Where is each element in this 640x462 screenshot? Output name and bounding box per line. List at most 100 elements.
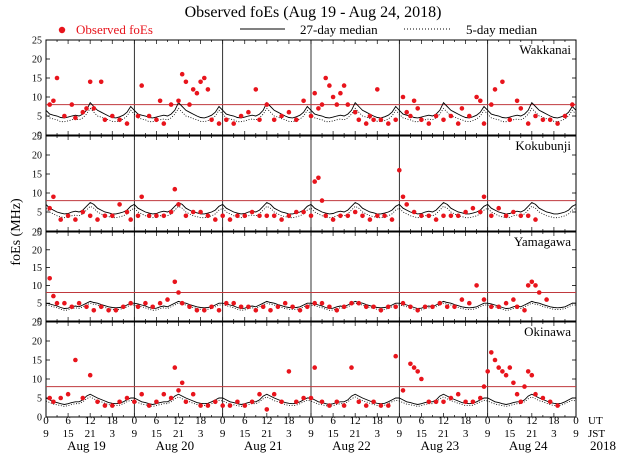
observed-point	[190, 87, 196, 92]
observed-point	[117, 117, 122, 123]
observed-point	[76, 300, 82, 306]
y-tick-label: 0	[37, 227, 42, 238]
observed-point	[290, 304, 295, 310]
observed-point	[334, 102, 340, 107]
observed-point	[227, 403, 233, 408]
observed-point	[481, 297, 487, 302]
observed-point	[441, 213, 446, 219]
station-label: Yamagawa	[514, 234, 571, 249]
observed-point	[474, 283, 479, 288]
observed-point	[51, 293, 56, 299]
observed-point	[444, 304, 450, 310]
day-label: Aug 22	[332, 438, 371, 453]
observed-point	[51, 98, 56, 104]
observed-point	[511, 209, 516, 215]
observed-point	[316, 175, 321, 181]
y-axis-label: foEs (MHz)	[9, 198, 24, 266]
observed-point	[246, 109, 251, 115]
observed-point	[367, 113, 373, 119]
observed-point	[352, 109, 358, 115]
ut-tick-label: 12	[438, 415, 449, 427]
ut-tick-label: 0	[308, 415, 314, 427]
observed-point	[110, 213, 115, 219]
station-label: Kokubunji	[515, 138, 571, 153]
observed-point	[415, 369, 421, 374]
observed-point	[533, 113, 538, 119]
observed-point	[356, 300, 362, 306]
ut-tick-label: 6	[154, 415, 160, 427]
ut-tick-label: 18	[195, 415, 207, 427]
day-label: Aug 20	[155, 438, 194, 453]
observed-point	[522, 308, 527, 313]
observed-point	[69, 304, 75, 310]
y-tick-label: 10	[32, 93, 42, 104]
observed-point	[437, 300, 443, 306]
observed-point	[87, 372, 93, 378]
observed-point	[470, 399, 476, 405]
observed-point	[117, 202, 122, 207]
y-tick-label: 5	[37, 299, 42, 310]
observed-point	[544, 297, 549, 302]
panel-kokubunji: 0 5 10 15 20 25 Kokubunji	[32, 132, 577, 238]
observed-point	[400, 94, 406, 100]
observed-point	[150, 304, 155, 310]
observed-point	[54, 300, 60, 306]
observed-point	[433, 399, 439, 405]
observed-point	[91, 106, 97, 111]
observed-point	[448, 395, 454, 401]
observed-point	[80, 109, 86, 115]
observed-point	[286, 213, 292, 219]
observed-point	[294, 117, 299, 123]
jst-tick-label: 15	[504, 428, 516, 440]
y-tick-label: 15	[32, 74, 42, 85]
y-tick-label: 0	[37, 413, 42, 424]
observed-point	[514, 304, 520, 310]
observed-point	[190, 209, 196, 215]
observed-point	[253, 87, 259, 92]
x-axis: 0 6 12 18 0 6 12 18 0 6 12 18 0 6 12 18 0 6 12 18 0 6 12 18 09 15…	[43, 415, 616, 453]
median27-line	[45, 101, 577, 119]
observed-point	[238, 304, 244, 310]
observed-point	[430, 304, 435, 310]
observed-point	[198, 79, 203, 85]
observed-point	[216, 121, 222, 126]
observed-point	[275, 304, 281, 310]
observed-point	[268, 308, 273, 313]
observed-point	[470, 205, 476, 211]
observed-point	[282, 300, 288, 306]
observed-point	[367, 217, 373, 222]
legend-median5-label: 5-day median	[466, 22, 538, 37]
observed-point	[352, 209, 358, 215]
jst-tick-label: 15	[416, 428, 428, 440]
ut-tick-label: 6	[242, 415, 248, 427]
jst-tick-label: 21	[438, 428, 449, 440]
observed-point	[400, 388, 406, 393]
observed-point	[246, 304, 251, 310]
observed-point	[271, 213, 277, 219]
observed-point	[378, 308, 384, 313]
observed-point	[419, 213, 424, 219]
observed-point	[474, 94, 479, 100]
observed-point	[345, 102, 351, 107]
observed-point	[426, 399, 432, 405]
observed-point	[179, 300, 185, 306]
observed-point	[411, 209, 417, 215]
observed-point	[341, 304, 347, 310]
observed-point	[257, 117, 262, 123]
observed-point	[264, 407, 270, 412]
observed-point	[547, 117, 553, 123]
observed-point	[91, 308, 97, 313]
observed-point	[525, 283, 531, 288]
observed-point	[294, 209, 299, 215]
observed-point	[363, 304, 369, 310]
observed-point	[441, 399, 446, 405]
observed-point	[165, 297, 170, 302]
observed-point	[455, 121, 461, 126]
observed-point	[382, 213, 387, 219]
legend-median27-label: 27-day median	[300, 22, 378, 37]
observed-point	[279, 399, 284, 405]
observed-point	[455, 391, 461, 397]
observed-point	[51, 194, 56, 200]
